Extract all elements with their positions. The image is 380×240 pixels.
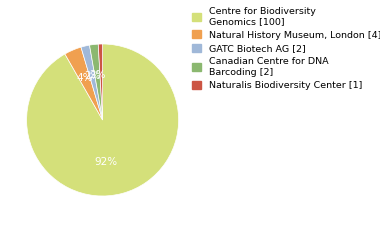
Wedge shape xyxy=(27,44,179,196)
Text: 2%: 2% xyxy=(89,70,106,80)
Wedge shape xyxy=(65,47,103,120)
Legend: Centre for Biodiversity
Genomics [100], Natural History Museum, London [4], GATC: Centre for Biodiversity Genomics [100], … xyxy=(190,5,380,92)
Wedge shape xyxy=(81,45,103,120)
Wedge shape xyxy=(90,44,103,120)
Text: 92%: 92% xyxy=(95,157,118,167)
Wedge shape xyxy=(98,44,103,120)
Text: 2%: 2% xyxy=(84,71,100,81)
Text: 4%: 4% xyxy=(76,73,93,83)
